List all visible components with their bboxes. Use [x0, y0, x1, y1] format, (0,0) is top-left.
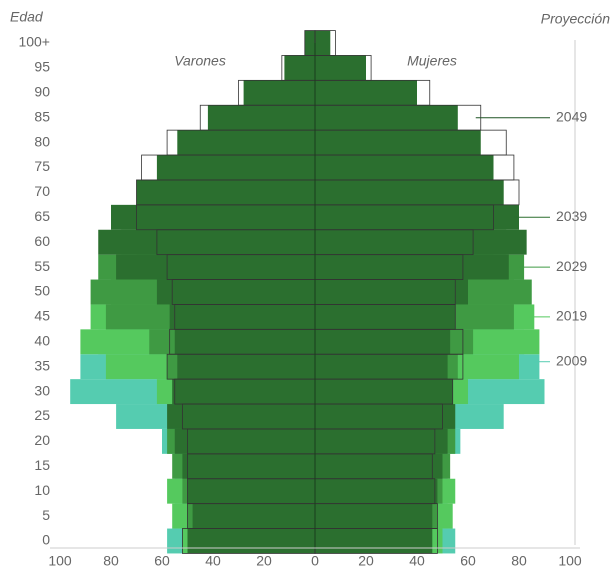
- bar: [315, 229, 527, 255]
- projection-label: Proyección: [541, 11, 610, 27]
- x-tick-label: 20: [358, 553, 374, 569]
- y-tick-label: 90: [34, 84, 50, 100]
- bar: [315, 80, 417, 106]
- y-tick-label: 70: [34, 183, 50, 199]
- y-tick-label: 5: [42, 507, 50, 523]
- bar: [177, 130, 315, 156]
- bar: [174, 329, 315, 355]
- bar: [315, 279, 468, 305]
- x-tick-label: 0: [311, 553, 319, 569]
- y-axis-label: Edad: [10, 9, 44, 25]
- y-tick-label: 55: [34, 258, 50, 274]
- bar: [315, 428, 448, 454]
- year-label: 2019: [556, 308, 587, 324]
- bar: [315, 204, 519, 230]
- bar: [284, 55, 315, 81]
- bar: [315, 130, 481, 156]
- bar: [315, 179, 504, 205]
- x-tick-label: 40: [409, 553, 425, 569]
- y-tick-label: 0: [42, 532, 50, 548]
- y-tick-label: 40: [34, 333, 50, 349]
- bar: [172, 379, 315, 405]
- bar: [315, 254, 509, 280]
- bar: [174, 428, 315, 454]
- y-tick-label: 80: [34, 133, 50, 149]
- bar: [187, 528, 315, 554]
- x-tick-label: 60: [460, 553, 476, 569]
- bar: [177, 354, 315, 380]
- bar: [315, 354, 448, 380]
- bar: [315, 30, 331, 56]
- female-label: Mujeres: [407, 53, 457, 69]
- y-tick-label: 20: [34, 432, 50, 448]
- bar: [315, 155, 494, 180]
- bar: [315, 379, 453, 405]
- x-tick-label: 80: [103, 553, 119, 569]
- y-tick-label: 35: [34, 357, 50, 373]
- y-tick-label: 95: [34, 59, 50, 75]
- bar: [111, 204, 315, 230]
- bar: [315, 304, 456, 330]
- x-tick-label: 100: [48, 553, 72, 569]
- bar: [207, 105, 315, 131]
- bar: [136, 179, 315, 205]
- x-tick-label: 20: [256, 553, 272, 569]
- x-tick-label: 40: [205, 553, 221, 569]
- bar: [156, 155, 315, 180]
- y-tick-label: 30: [34, 382, 50, 398]
- bar: [315, 503, 433, 529]
- bar: [304, 30, 315, 56]
- bar: [243, 80, 315, 106]
- x-tick-label: 100: [558, 553, 582, 569]
- year-label: 2039: [556, 208, 587, 224]
- x-tick-label: 60: [154, 553, 170, 569]
- year-label: 2049: [556, 108, 587, 124]
- y-tick-label: 15: [34, 457, 50, 473]
- bar: [182, 453, 315, 479]
- y-tick-label: 75: [34, 158, 50, 174]
- bar: [167, 404, 315, 429]
- male-label: Varones: [174, 53, 226, 69]
- bar: [116, 254, 315, 280]
- y-tick-label: 100+: [18, 34, 50, 50]
- bar: [156, 279, 315, 305]
- bar: [192, 503, 315, 529]
- y-tick-label: 50: [34, 283, 50, 299]
- year-label: 2029: [556, 258, 587, 274]
- y-tick-label: 45: [34, 308, 50, 324]
- year-label: 2009: [556, 352, 587, 368]
- y-tick-label: 85: [34, 108, 50, 124]
- bar: [315, 478, 438, 504]
- y-tick-label: 25: [34, 407, 50, 423]
- bar: [187, 478, 315, 504]
- y-tick-label: 10: [34, 482, 50, 498]
- y-tick-label: 65: [34, 208, 50, 224]
- bar: [169, 304, 315, 330]
- bar: [315, 329, 451, 355]
- bar: [315, 528, 433, 554]
- bar: [315, 453, 443, 479]
- y-tick-label: 60: [34, 233, 50, 249]
- bar: [98, 229, 315, 255]
- bar: [315, 404, 456, 429]
- x-tick-label: 80: [511, 553, 527, 569]
- bar: [315, 55, 366, 81]
- bar: [315, 105, 458, 131]
